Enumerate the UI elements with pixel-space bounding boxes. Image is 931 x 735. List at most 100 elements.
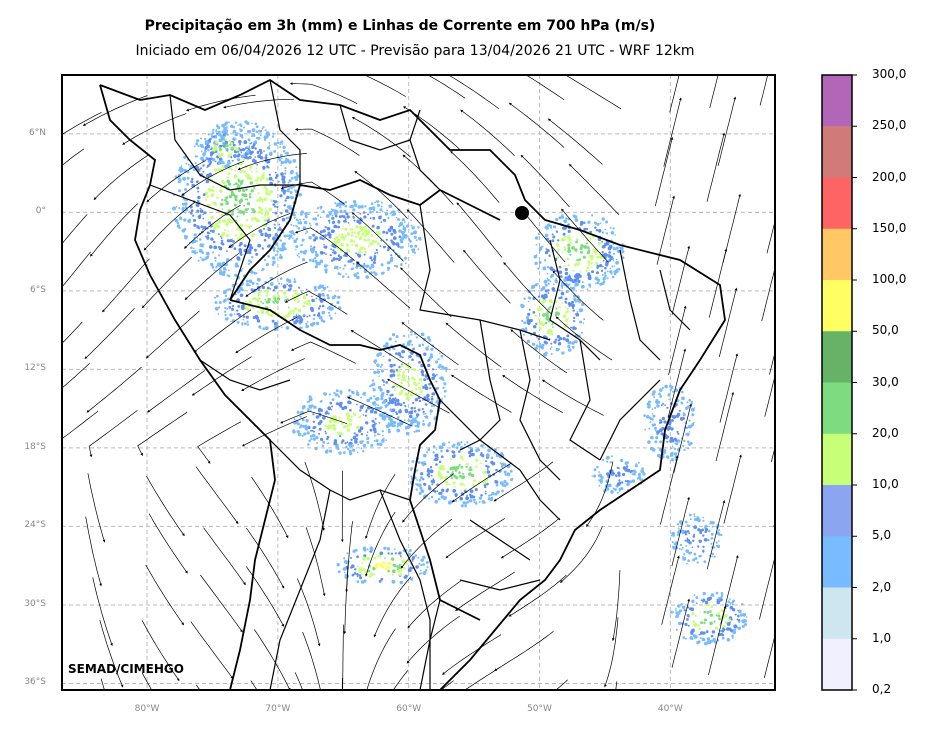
rain-cell xyxy=(259,156,264,160)
rain-cell xyxy=(268,142,271,144)
rain-cell xyxy=(690,630,694,634)
rain-cell xyxy=(694,517,698,522)
rain-cell xyxy=(338,451,342,455)
rain-cell xyxy=(487,497,491,501)
rain-cell xyxy=(387,422,391,425)
rain-cell xyxy=(293,216,296,219)
rain-cell xyxy=(427,468,430,471)
rain-cell xyxy=(495,484,499,487)
rain-cell xyxy=(180,218,183,221)
rain-cell xyxy=(716,601,720,605)
rain-cell xyxy=(244,307,248,310)
rain-cell xyxy=(229,238,233,243)
rain-cell xyxy=(393,210,396,213)
rain-cell xyxy=(715,626,719,631)
rain-cell xyxy=(615,474,618,478)
rain-cell xyxy=(435,401,438,404)
rain-cell xyxy=(218,144,222,148)
rain-cell xyxy=(458,474,462,478)
rain-cell xyxy=(474,465,478,469)
rain-cell xyxy=(202,213,205,216)
rain-cell xyxy=(291,237,294,240)
rain-cell xyxy=(256,300,260,303)
rain-cell xyxy=(596,465,599,469)
rain-cell xyxy=(328,219,331,222)
rain-cell xyxy=(624,480,627,483)
rain-cell xyxy=(234,121,238,124)
rain-cell xyxy=(205,179,210,184)
rain-cell xyxy=(279,277,283,280)
rain-cell xyxy=(599,282,603,286)
rain-cell xyxy=(379,442,383,447)
rain-cell xyxy=(701,637,705,641)
rain-cell xyxy=(256,319,261,323)
rain-cell xyxy=(567,249,571,254)
rain-cell xyxy=(387,402,391,405)
rain-cell xyxy=(266,286,270,290)
rain-cell xyxy=(351,444,354,447)
streamline xyxy=(400,518,453,569)
rain-cell xyxy=(241,199,244,202)
rain-cell xyxy=(455,446,459,449)
rain-cell xyxy=(267,236,270,239)
streamline xyxy=(147,370,206,413)
rain-cell xyxy=(379,208,383,212)
rain-cell xyxy=(204,150,207,153)
rain-cell xyxy=(418,344,422,348)
rain-cell xyxy=(591,270,594,274)
colorbar-label: 0,2 xyxy=(872,682,892,696)
rain-cell xyxy=(265,263,269,267)
rain-cell xyxy=(382,355,385,358)
rain-cell xyxy=(415,239,418,242)
rain-cell xyxy=(348,224,351,226)
rain-cell xyxy=(546,272,549,275)
rain-cell xyxy=(670,385,674,389)
rain-cell xyxy=(427,336,431,340)
rain-cell xyxy=(377,404,379,406)
rain-cell xyxy=(698,539,702,543)
rain-cell xyxy=(263,218,268,222)
rain-cell xyxy=(388,229,392,233)
rain-cell xyxy=(352,549,356,553)
rain-cell xyxy=(435,457,439,461)
rain-cell xyxy=(210,262,214,267)
rain-cell xyxy=(228,274,231,278)
rain-cell xyxy=(365,410,368,413)
rain-cell xyxy=(588,283,592,287)
rain-cell xyxy=(386,209,389,212)
rain-cell xyxy=(549,305,552,308)
rain-cell xyxy=(376,237,378,240)
rain-cell xyxy=(392,236,397,241)
rain-cell xyxy=(299,221,302,224)
rain-cell xyxy=(704,600,709,605)
rain-cell xyxy=(626,482,630,487)
rain-cell xyxy=(675,607,677,610)
rain-cell xyxy=(675,389,678,392)
rain-cell xyxy=(335,402,339,406)
rain-cell xyxy=(621,256,625,260)
rain-cell xyxy=(344,219,347,221)
rain-cell xyxy=(239,143,241,146)
rain-cell xyxy=(669,388,672,392)
rain-cell xyxy=(402,560,405,563)
rain-cell xyxy=(445,483,448,485)
rain-cell xyxy=(710,542,713,545)
rain-cell xyxy=(280,283,283,285)
rain-cell xyxy=(213,245,218,250)
rain-cell xyxy=(620,487,624,491)
rain-cell xyxy=(499,481,504,485)
rain-cell xyxy=(260,211,264,215)
rain-cell xyxy=(363,548,367,552)
rain-cell xyxy=(294,189,296,191)
rain-cell xyxy=(358,574,362,577)
rain-cell xyxy=(611,275,615,279)
rain-cell xyxy=(236,320,240,324)
rain-cell xyxy=(366,556,370,561)
rain-cell xyxy=(207,160,210,163)
rain-cell xyxy=(348,388,351,392)
rain-cell xyxy=(191,177,194,181)
rain-cell xyxy=(702,519,705,522)
rain-cell xyxy=(704,527,709,532)
rain-cell xyxy=(687,559,690,562)
rain-cell xyxy=(669,427,672,430)
